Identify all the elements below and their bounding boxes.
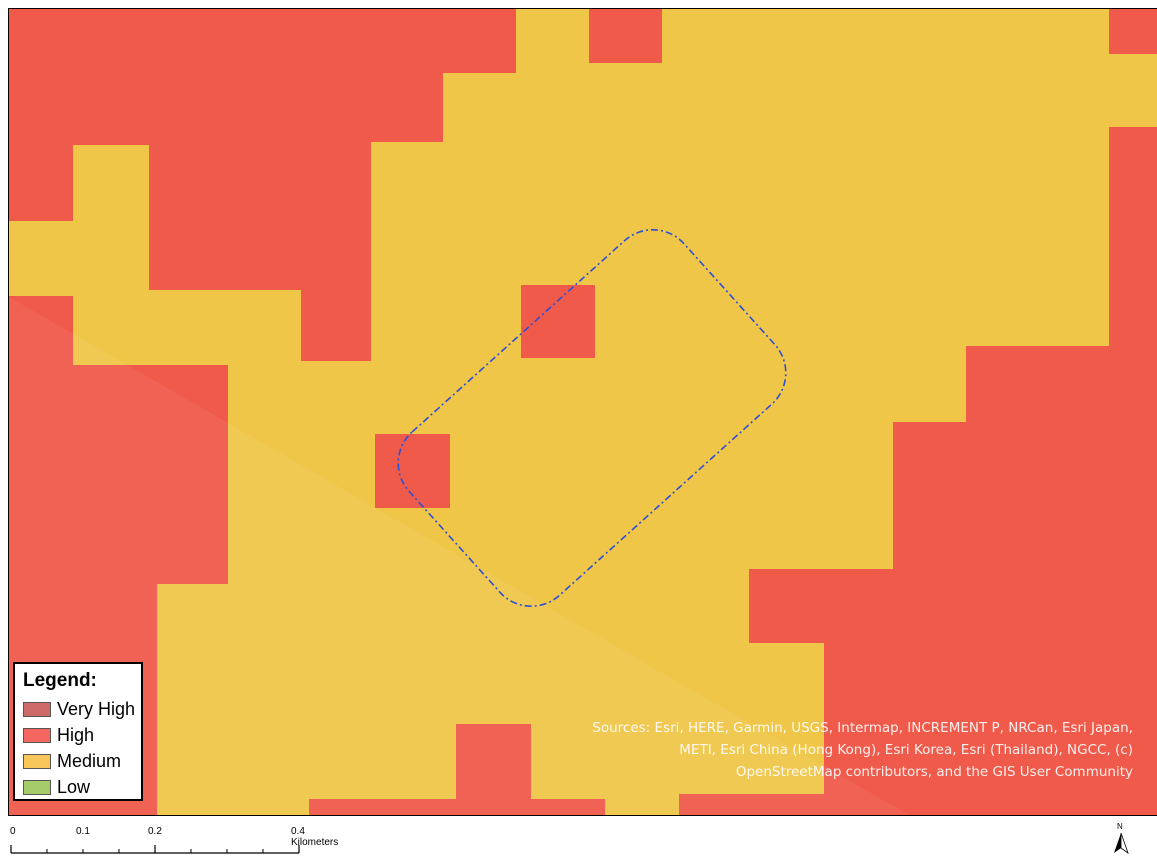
scale-bar: 0 0.1 0.2 0.4 Kilometers [0,826,338,856]
north-arrow-shape [1114,832,1129,854]
legend-item-high: High [23,722,141,748]
legend-label: Medium [57,750,122,771]
study-area-boundary [397,228,787,608]
legend-label: High [57,724,95,745]
scale-label-2: 0.2 [148,826,162,837]
map-attribution: Sources: Esri, HERE, Garmin, USGS, Inter… [592,720,1133,780]
legend-label: Very High [57,698,136,719]
legend: Legend: Very High High Medium Low [13,662,143,801]
legend-item-very-high: Very High [23,696,141,722]
scale-bar-graphic [10,845,300,854]
legend-swatch-medium [23,753,51,769]
legend-label: Low [57,776,91,797]
scale-label-3: 0.4 Kilometers [291,826,339,848]
legend-swatch-low [23,779,51,795]
north-arrow-icon: N [1112,822,1130,854]
risk-raster-layer [9,9,1157,815]
scale-label-0: 0 [10,826,16,837]
scale-label-1: 0.1 [76,826,90,837]
map-view[interactable]: Legend: Very High High Medium Low Source… [8,8,1157,816]
legend-swatch-high [23,727,51,743]
legend-item-low: Low [23,774,141,800]
legend-item-medium: Medium [23,748,141,774]
legend-title: Legend: [23,670,97,691]
legend-swatch-very-high [23,701,51,717]
north-label: N [1117,822,1123,831]
overlay-shade [9,297,909,815]
